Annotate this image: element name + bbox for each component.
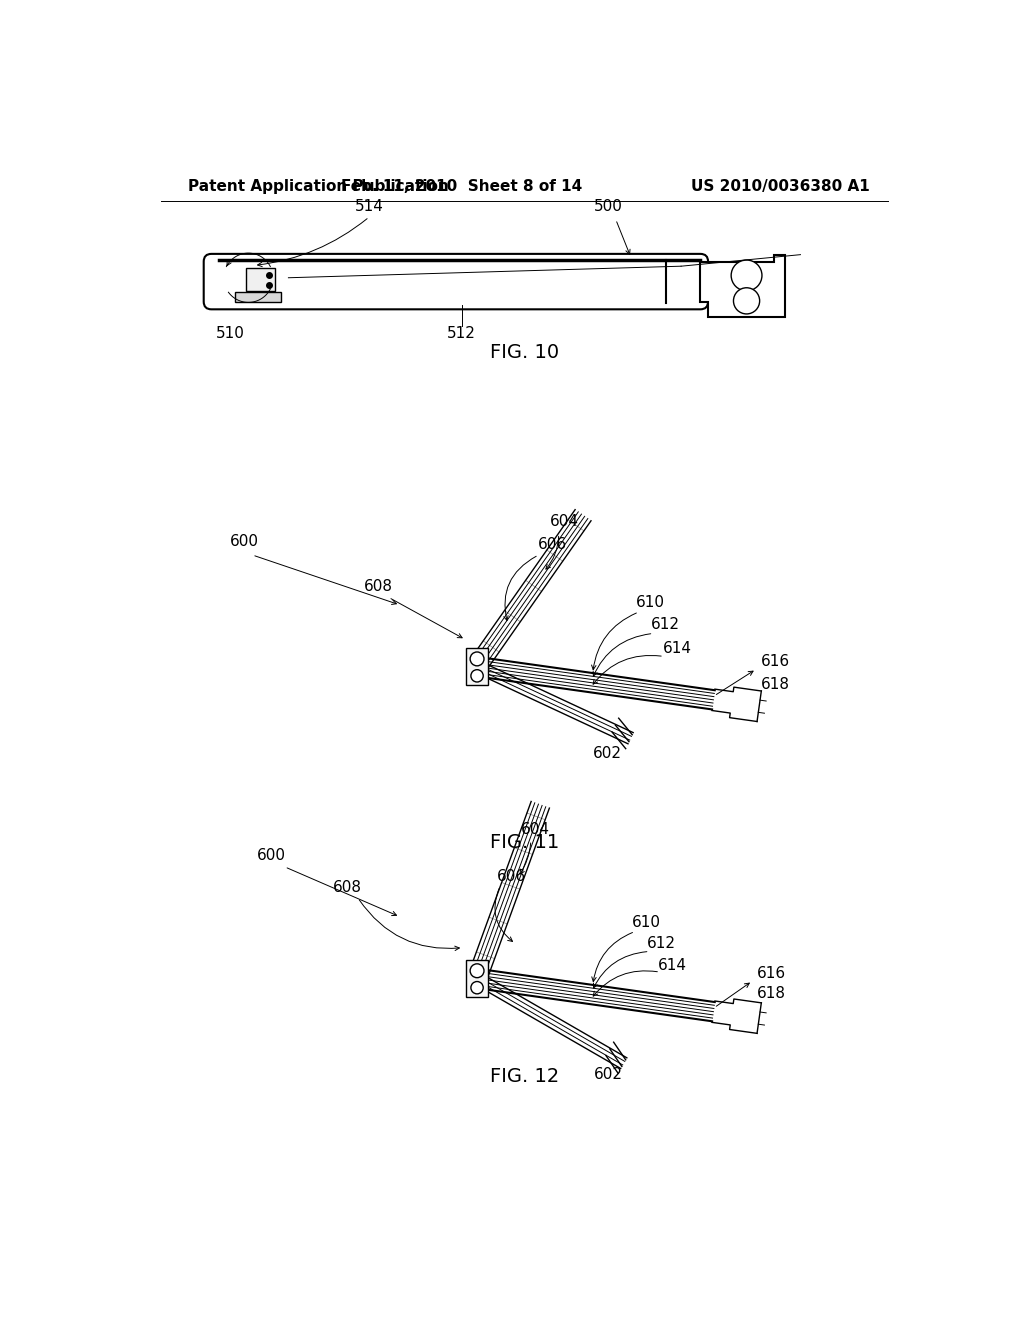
Text: 606: 606 (538, 537, 567, 553)
Circle shape (471, 982, 483, 994)
Text: 606: 606 (497, 869, 526, 883)
Text: 616: 616 (757, 966, 786, 981)
Text: 608: 608 (333, 880, 362, 895)
Text: FIG. 12: FIG. 12 (490, 1067, 559, 1086)
Text: 614: 614 (657, 958, 687, 973)
Bar (466, 648, 487, 685)
Text: 512: 512 (447, 326, 476, 342)
Text: FIG. 11: FIG. 11 (490, 833, 559, 851)
Text: 500: 500 (594, 198, 623, 214)
Bar (246, 268, 275, 290)
Circle shape (470, 652, 484, 665)
Text: 610: 610 (632, 915, 662, 929)
Text: 610: 610 (636, 595, 665, 610)
Text: 616: 616 (761, 653, 791, 669)
Text: Patent Application Publication: Patent Application Publication (188, 180, 450, 194)
Text: 602: 602 (594, 1067, 623, 1082)
Polygon shape (234, 293, 281, 302)
Text: FIG. 10: FIG. 10 (490, 343, 559, 362)
Text: 612: 612 (647, 936, 676, 952)
Text: 614: 614 (663, 642, 691, 656)
Circle shape (733, 288, 760, 314)
Text: 600: 600 (230, 535, 259, 549)
Text: 510: 510 (216, 326, 245, 342)
FancyBboxPatch shape (204, 253, 708, 309)
Text: Feb. 11, 2010  Sheet 8 of 14: Feb. 11, 2010 Sheet 8 of 14 (341, 180, 583, 194)
Bar (466, 960, 487, 997)
Text: 618: 618 (761, 677, 791, 692)
Text: 514: 514 (355, 198, 384, 214)
Text: 618: 618 (757, 986, 786, 1002)
Text: 604: 604 (550, 515, 580, 529)
Text: US 2010/0036380 A1: US 2010/0036380 A1 (691, 180, 869, 194)
Circle shape (731, 260, 762, 290)
Text: 608: 608 (364, 579, 393, 594)
Circle shape (471, 669, 483, 682)
Text: 602: 602 (593, 746, 622, 762)
Text: 600: 600 (257, 847, 286, 863)
Text: 612: 612 (651, 616, 680, 632)
Circle shape (470, 964, 484, 978)
Polygon shape (700, 256, 785, 317)
Text: 604: 604 (521, 822, 550, 837)
